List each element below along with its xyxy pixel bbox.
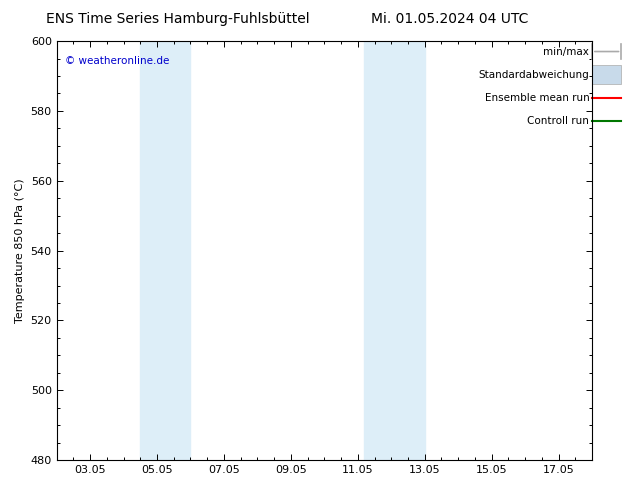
Text: min/max: min/max xyxy=(543,47,589,56)
Text: © weatheronline.de: © weatheronline.de xyxy=(65,56,169,66)
Bar xyxy=(365,41,425,460)
Text: Mi. 01.05.2024 04 UTC: Mi. 01.05.2024 04 UTC xyxy=(372,12,529,26)
Text: Ensemble mean run: Ensemble mean run xyxy=(484,93,589,102)
Bar xyxy=(592,65,621,84)
Y-axis label: Temperature 850 hPa (°C): Temperature 850 hPa (°C) xyxy=(15,178,25,323)
Text: Controll run: Controll run xyxy=(527,116,589,125)
Bar xyxy=(140,41,190,460)
Text: ENS Time Series Hamburg-Fuhlsbüttel: ENS Time Series Hamburg-Fuhlsbüttel xyxy=(46,12,309,26)
Text: Standardabweichung: Standardabweichung xyxy=(479,70,589,79)
